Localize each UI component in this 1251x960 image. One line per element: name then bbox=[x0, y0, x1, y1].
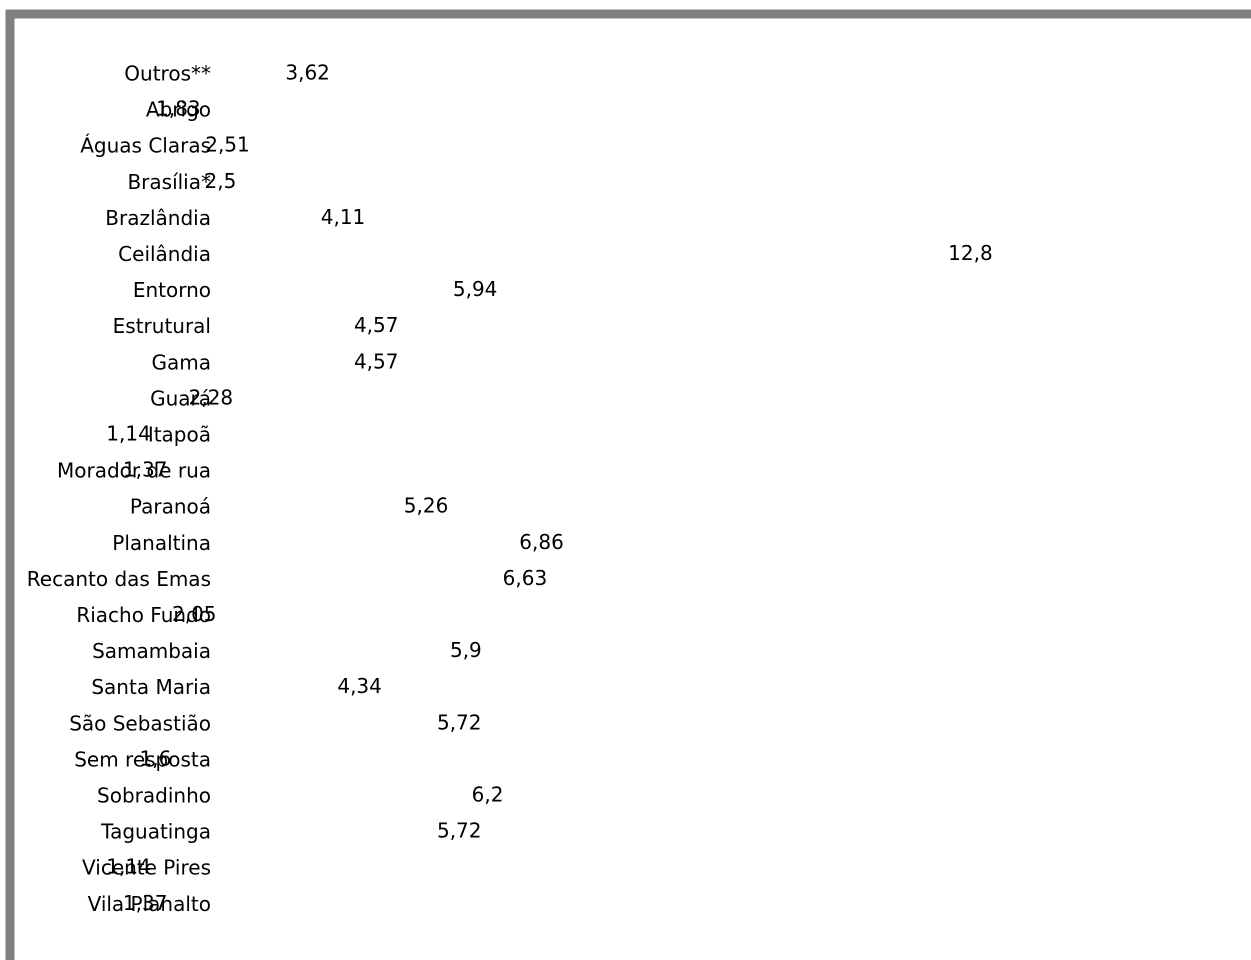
data-label: 1,37 bbox=[123, 458, 168, 482]
data-label: 1,14 bbox=[106, 855, 151, 879]
category-label: Ceilândia bbox=[118, 242, 211, 266]
data-label: 4,57 bbox=[354, 349, 399, 373]
bar bbox=[219, 749, 348, 773]
category-label: Vila Planalto bbox=[88, 892, 211, 916]
chart-border bbox=[5, 9, 1251, 960]
category-label: Sobradinho bbox=[97, 784, 211, 808]
bar bbox=[219, 893, 329, 917]
bar bbox=[219, 785, 717, 809]
data-label: 1,37 bbox=[123, 891, 168, 915]
data-label: 1,14 bbox=[106, 422, 151, 446]
data-label: 2,05 bbox=[172, 602, 217, 626]
category-label: Guará bbox=[150, 386, 211, 410]
data-label: 1,83 bbox=[156, 97, 201, 121]
bar bbox=[219, 857, 311, 881]
category-label: Estrutural bbox=[113, 314, 211, 338]
bar bbox=[219, 568, 752, 592]
data-label: 6,86 bbox=[519, 530, 564, 554]
category-label: Entorno bbox=[133, 278, 211, 302]
category-label: Abrigo bbox=[146, 98, 211, 122]
bar bbox=[219, 352, 586, 376]
bar bbox=[219, 207, 549, 231]
bar-series bbox=[219, 63, 1248, 917]
bar bbox=[219, 388, 402, 412]
data-label: 1,6 bbox=[140, 746, 172, 770]
data-label: 4,11 bbox=[321, 205, 366, 229]
data-label: 5,9 bbox=[450, 638, 482, 662]
category-label: Águas Claras bbox=[80, 134, 211, 158]
bar bbox=[219, 244, 1248, 268]
category-label: Santa Maria bbox=[91, 675, 211, 699]
category-label: Gama bbox=[152, 350, 212, 374]
data-label: 5,72 bbox=[437, 710, 482, 734]
bar bbox=[219, 316, 586, 340]
category-label: Morador de rua bbox=[57, 459, 211, 483]
category-label: Samambaia bbox=[92, 639, 211, 663]
data-label: 2,28 bbox=[189, 385, 234, 409]
bar bbox=[219, 171, 420, 195]
data-label: 6,2 bbox=[472, 783, 504, 807]
category-label: Taguatinga bbox=[100, 820, 211, 844]
data-label: 3,62 bbox=[285, 61, 330, 85]
data-label: 5,26 bbox=[404, 494, 449, 518]
bar bbox=[219, 99, 366, 123]
bar bbox=[219, 63, 510, 87]
category-label: Vicente Pires bbox=[82, 856, 211, 880]
category-label: Itapoã bbox=[148, 423, 211, 447]
data-label: 5,72 bbox=[437, 819, 482, 843]
category-label: Riacho Fundo bbox=[76, 603, 211, 627]
bar bbox=[219, 605, 384, 629]
category-label: Outros** bbox=[124, 62, 211, 86]
bar bbox=[219, 532, 770, 556]
category-labels: Outros** Abrigo Águas Claras Brasília* Brazl… bbox=[27, 62, 211, 916]
category-label: Brasília* bbox=[127, 170, 211, 194]
category-label: Brazlândia bbox=[105, 206, 211, 230]
category-label: Sem resposta bbox=[74, 747, 211, 771]
category-label: Recanto das Emas bbox=[27, 567, 211, 591]
category-label: Paranoá bbox=[130, 495, 211, 519]
data-label: 12,8 bbox=[948, 241, 993, 265]
bar bbox=[219, 460, 329, 484]
bar bbox=[219, 424, 311, 448]
data-label: 6,63 bbox=[503, 566, 548, 590]
data-label: 4,34 bbox=[337, 674, 382, 698]
data-label: 5,94 bbox=[453, 277, 498, 301]
data-label: 2,5 bbox=[205, 169, 237, 193]
data-label: 2,51 bbox=[205, 133, 250, 157]
data-label: 4,57 bbox=[354, 313, 399, 337]
category-label: São Sebastião bbox=[69, 711, 211, 735]
value-labels: 3,62 1,832,51 2,5 4,11 12,8 5,94 4,57 4,57 2,28 1… bbox=[106, 61, 992, 915]
category-label: Planaltina bbox=[112, 531, 211, 555]
bar bbox=[219, 677, 568, 701]
